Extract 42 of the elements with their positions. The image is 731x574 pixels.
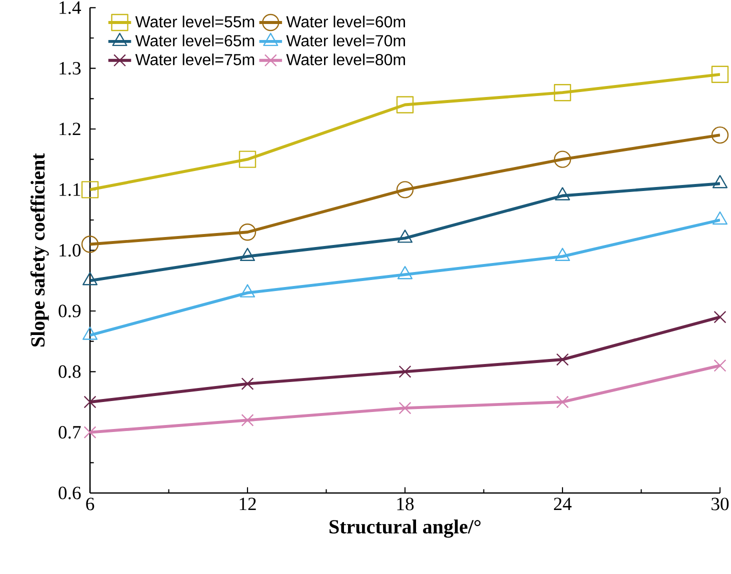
point xyxy=(396,181,414,198)
point xyxy=(398,402,412,414)
point xyxy=(241,414,254,426)
point xyxy=(238,224,256,241)
x-tick-label: 24 xyxy=(554,498,572,510)
legend-label: Water level=70m xyxy=(286,34,405,46)
y-tick-label: 1.2 xyxy=(60,122,80,136)
point xyxy=(81,181,99,198)
point xyxy=(81,236,99,253)
legend-label: Water level=60m xyxy=(286,16,405,28)
point xyxy=(84,426,96,439)
legend-label: Water level=65m xyxy=(135,34,254,46)
x-tick-label: 18 xyxy=(397,498,414,510)
point xyxy=(711,66,729,83)
point xyxy=(396,96,414,114)
x-axis-title: Structural angle/° xyxy=(330,519,481,538)
legend-label: Water level=80m xyxy=(286,54,405,66)
point xyxy=(238,150,256,168)
y-tick-label: 0.6 xyxy=(58,486,81,500)
y-tick-label: 0.9 xyxy=(58,304,81,318)
y-tick-label: 0.7 xyxy=(58,426,81,439)
point xyxy=(714,359,726,372)
legend-label: Water level=55m xyxy=(135,16,254,28)
x-tick-label: 30 xyxy=(712,498,729,510)
y-tick-label: 1.3 xyxy=(60,62,81,75)
point xyxy=(241,378,254,390)
point xyxy=(554,84,572,102)
x-tick-label: 12 xyxy=(240,498,256,510)
point xyxy=(556,353,569,366)
point xyxy=(556,396,569,408)
point xyxy=(711,126,729,144)
y-tick-label: 1.1 xyxy=(60,183,80,196)
y-tick-label: 1.0 xyxy=(60,244,81,257)
point xyxy=(554,150,572,168)
x-tick-label: 6 xyxy=(86,498,94,510)
y-tick-label: 0.8 xyxy=(58,365,81,378)
y-tick-label: 1.4 xyxy=(60,1,82,14)
point xyxy=(714,310,726,324)
legend-label: Water level=75m xyxy=(135,54,254,66)
y-axis-title: Slope safety coefficient xyxy=(30,153,49,346)
point xyxy=(84,396,96,408)
point xyxy=(398,365,412,378)
